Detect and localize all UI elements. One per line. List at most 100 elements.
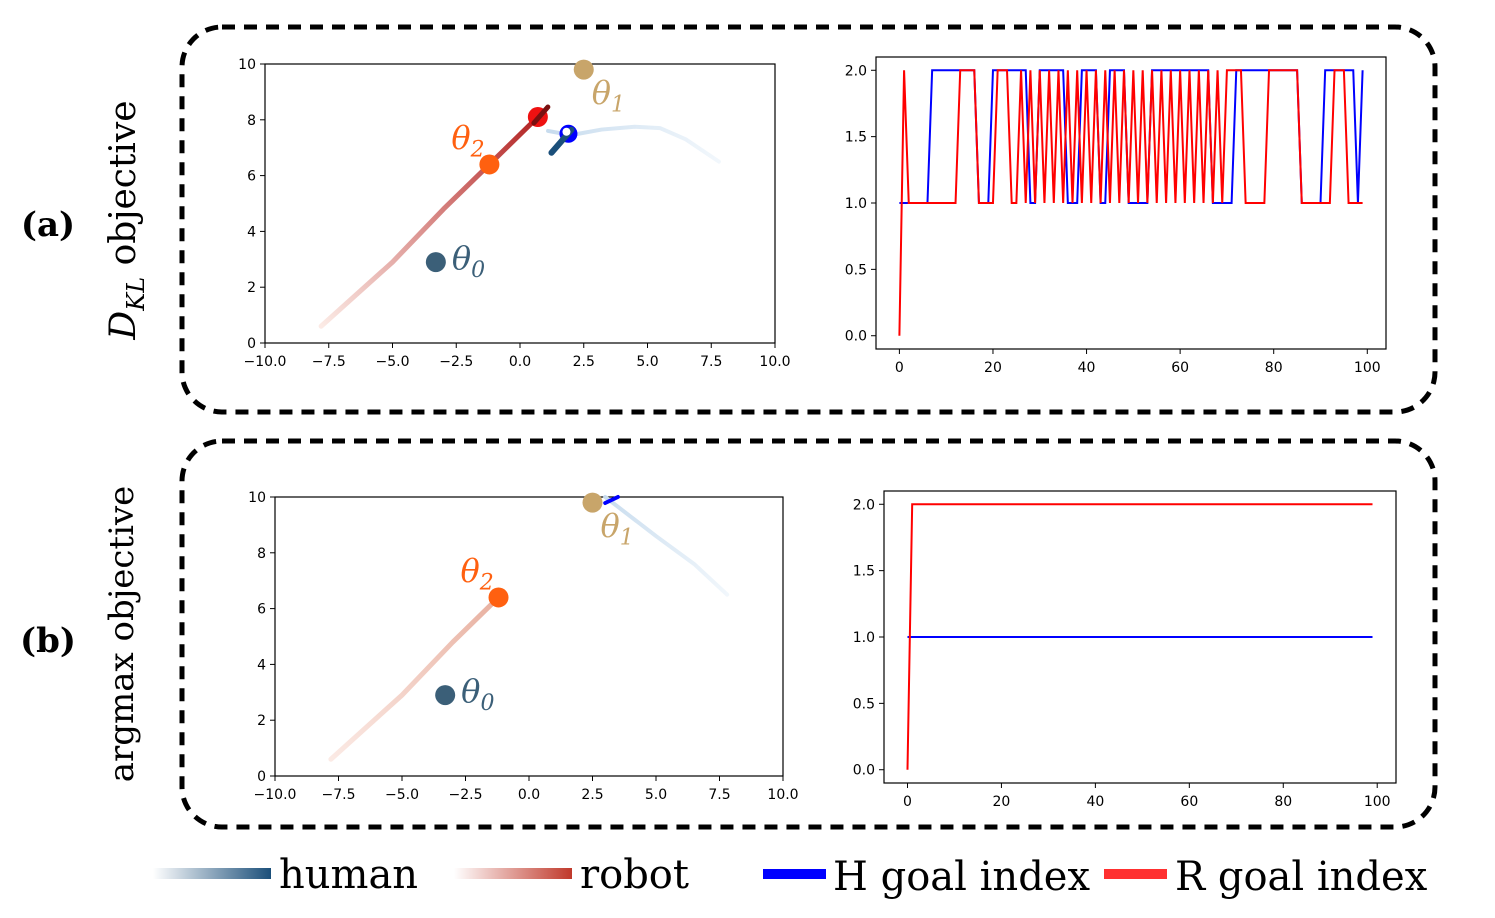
a-goal-xtick-label: 0: [895, 360, 904, 376]
a-traj-goal-theta0-marker: [425, 252, 446, 273]
a-traj-human-marker-highlight: [562, 127, 571, 136]
b-traj-goal-sub: 0: [480, 691, 494, 716]
b-traj-frame: [274, 496, 784, 777]
a-goal-xtick-label: 40: [1078, 360, 1096, 376]
panel-a-objective-main: D: [103, 311, 144, 341]
panel-b-objective: argmax objective: [102, 486, 142, 783]
a-traj-xtick-label: −5.0: [376, 354, 410, 370]
chart-b-goal-index: 0 20 40 60 80 100 0.0 0.5 1.0 1.5 2.0: [853, 490, 1397, 810]
a-traj-xtick-label: −10.0: [244, 354, 287, 370]
b-traj-goal-sub: 2: [479, 570, 494, 595]
b-goal-xtick-label: 100: [1364, 794, 1391, 810]
a-traj-goal-sub: 2: [470, 137, 485, 162]
a-traj-robot-path: [318, 114, 541, 329]
b-goal-xtick-label: 40: [1086, 794, 1104, 810]
b-traj-goal-name: θ: [601, 507, 620, 545]
legend-r-goal-label: R goal index: [1175, 854, 1428, 900]
a-traj-xtick-label: −7.5: [312, 354, 346, 370]
a-traj-ytick-label: 0: [247, 336, 256, 352]
b-traj-goal-theta1-marker: [582, 492, 603, 513]
b-traj-xtick-label: −7.5: [322, 787, 356, 803]
a-traj-goal-theta2-label: θ2: [451, 118, 484, 162]
a-traj-goal-theta1-marker: [573, 59, 594, 80]
b-goal-xtick-label: 20: [993, 794, 1011, 810]
b-traj-human-marker: [603, 495, 620, 505]
legend-h-goal-label: H goal index: [833, 854, 1090, 900]
b-traj-goal-theta0-marker: [435, 685, 456, 706]
panel-b-label: (b): [20, 621, 76, 661]
b-traj-xtick-label: 10.0: [767, 787, 798, 803]
a-goal-xtick-label: 80: [1265, 360, 1283, 376]
legend: human robot H goal index R goal index: [153, 852, 1428, 900]
panel-a-frame: [179, 24, 1438, 415]
a-traj-ytick-label: 2: [247, 280, 256, 296]
a-traj-goal-theta2-marker: [479, 154, 500, 175]
a-goal-xtick-label: 20: [984, 360, 1002, 376]
b-traj-xtick-label: −2.5: [449, 787, 483, 803]
a-traj-xtick-label: 10.0: [759, 354, 790, 370]
b-traj-goal-name: θ: [461, 551, 480, 589]
a-goal-ytick-label: 1.5: [845, 130, 867, 146]
panel-a-objective: DKL objective: [103, 100, 150, 340]
a-goal-series-r-goal: [898, 69, 1363, 336]
b-traj-goal-theta2-marker: [488, 587, 509, 608]
a-traj-ytick-label: 6: [247, 169, 256, 185]
a-traj-goal-theta1-label: θ1: [592, 74, 625, 118]
b-traj-xtick-label: −5.0: [385, 787, 419, 803]
a-traj-goal-name: θ: [452, 239, 471, 277]
a-traj-goal-theta0-label: θ0: [452, 239, 485, 283]
b-traj-goal-name: θ: [461, 672, 480, 710]
b-traj-ytick-label: 4: [257, 657, 266, 673]
b-traj-ytick-label: 2: [257, 713, 266, 729]
b-traj-human-path: [603, 495, 730, 597]
b-goal-series-r-goal: [906, 503, 1373, 770]
chart-b-trajectory: −10.0 −7.5 −5.0 −2.5 0.0 2.5 5.0 7.5 10.00246810…: [248, 490, 798, 803]
b-goal-ytick-label: 2.0: [853, 497, 875, 513]
b-goal-xtick-label: 0: [903, 794, 912, 810]
b-traj-robot-path: [328, 594, 502, 762]
b-traj-ytick-label: 10: [248, 490, 266, 506]
legend-r-goal-swatch: [1104, 869, 1167, 879]
b-goal-ytick-label: 1.5: [853, 564, 875, 580]
a-traj-goal-sub: 1: [611, 93, 625, 118]
panel-a-objective-rest: objective: [103, 100, 144, 276]
a-traj-goal-sub: 0: [471, 258, 485, 283]
a-traj-xtick-label: −2.5: [439, 354, 473, 370]
b-traj-xtick-label: 0.0: [518, 787, 540, 803]
a-goal-ytick-label: 2.0: [845, 63, 867, 79]
a-traj-xtick-label: 7.5: [700, 354, 722, 370]
a-traj-frame: [264, 63, 776, 344]
a-traj-xtick-label: 2.5: [573, 354, 595, 370]
a-goal-ytick-label: 0.0: [845, 329, 867, 345]
b-goal-ytick-label: 1.0: [853, 630, 875, 646]
b-traj-goal-theta2-label: θ2: [461, 551, 494, 595]
b-traj-goal-theta1-label: θ1: [601, 507, 634, 551]
b-goal-ytick-label: 0.0: [853, 763, 875, 779]
b-traj-ytick-label: 0: [257, 769, 266, 785]
legend-robot-label: robot: [580, 852, 689, 898]
b-goal-xtick-label: 80: [1274, 794, 1292, 810]
a-traj-ytick-label: 8: [247, 113, 256, 129]
a-traj-goal-name: θ: [592, 74, 611, 112]
chart-a-trajectory: −10.0 −7.5 −5.0 −2.5 0.0 2.5 5.0 7.5 10.00246810…: [238, 57, 790, 370]
a-traj-ytick-label: 10: [238, 57, 256, 73]
a-traj-ytick-label: 4: [247, 224, 256, 240]
b-goal-ytick-label: 0.5: [853, 696, 875, 712]
a-traj-xtick-label: 5.0: [636, 354, 658, 370]
a-goal-ytick-label: 0.5: [845, 262, 867, 278]
b-traj-ytick-label: 8: [257, 546, 266, 562]
panel-b-frame: [179, 438, 1438, 830]
a-goal-xtick-label: 100: [1354, 360, 1381, 376]
b-traj-goal-theta0-label: θ0: [461, 672, 494, 716]
a-traj-goal-name: θ: [451, 118, 470, 156]
panel-a-objective-sub: KL: [122, 277, 150, 312]
a-traj-xtick-label: 0.0: [509, 354, 531, 370]
a-traj-robot-heading: [531, 104, 551, 126]
legend-robot-swatch: [454, 868, 572, 879]
b-goal-xtick-label: 60: [1180, 794, 1198, 810]
legend-h-goal-swatch: [763, 869, 826, 879]
legend-human-label: human: [279, 852, 418, 898]
b-traj-xtick-label: 7.5: [708, 787, 730, 803]
b-traj-ytick-label: 6: [257, 602, 266, 618]
